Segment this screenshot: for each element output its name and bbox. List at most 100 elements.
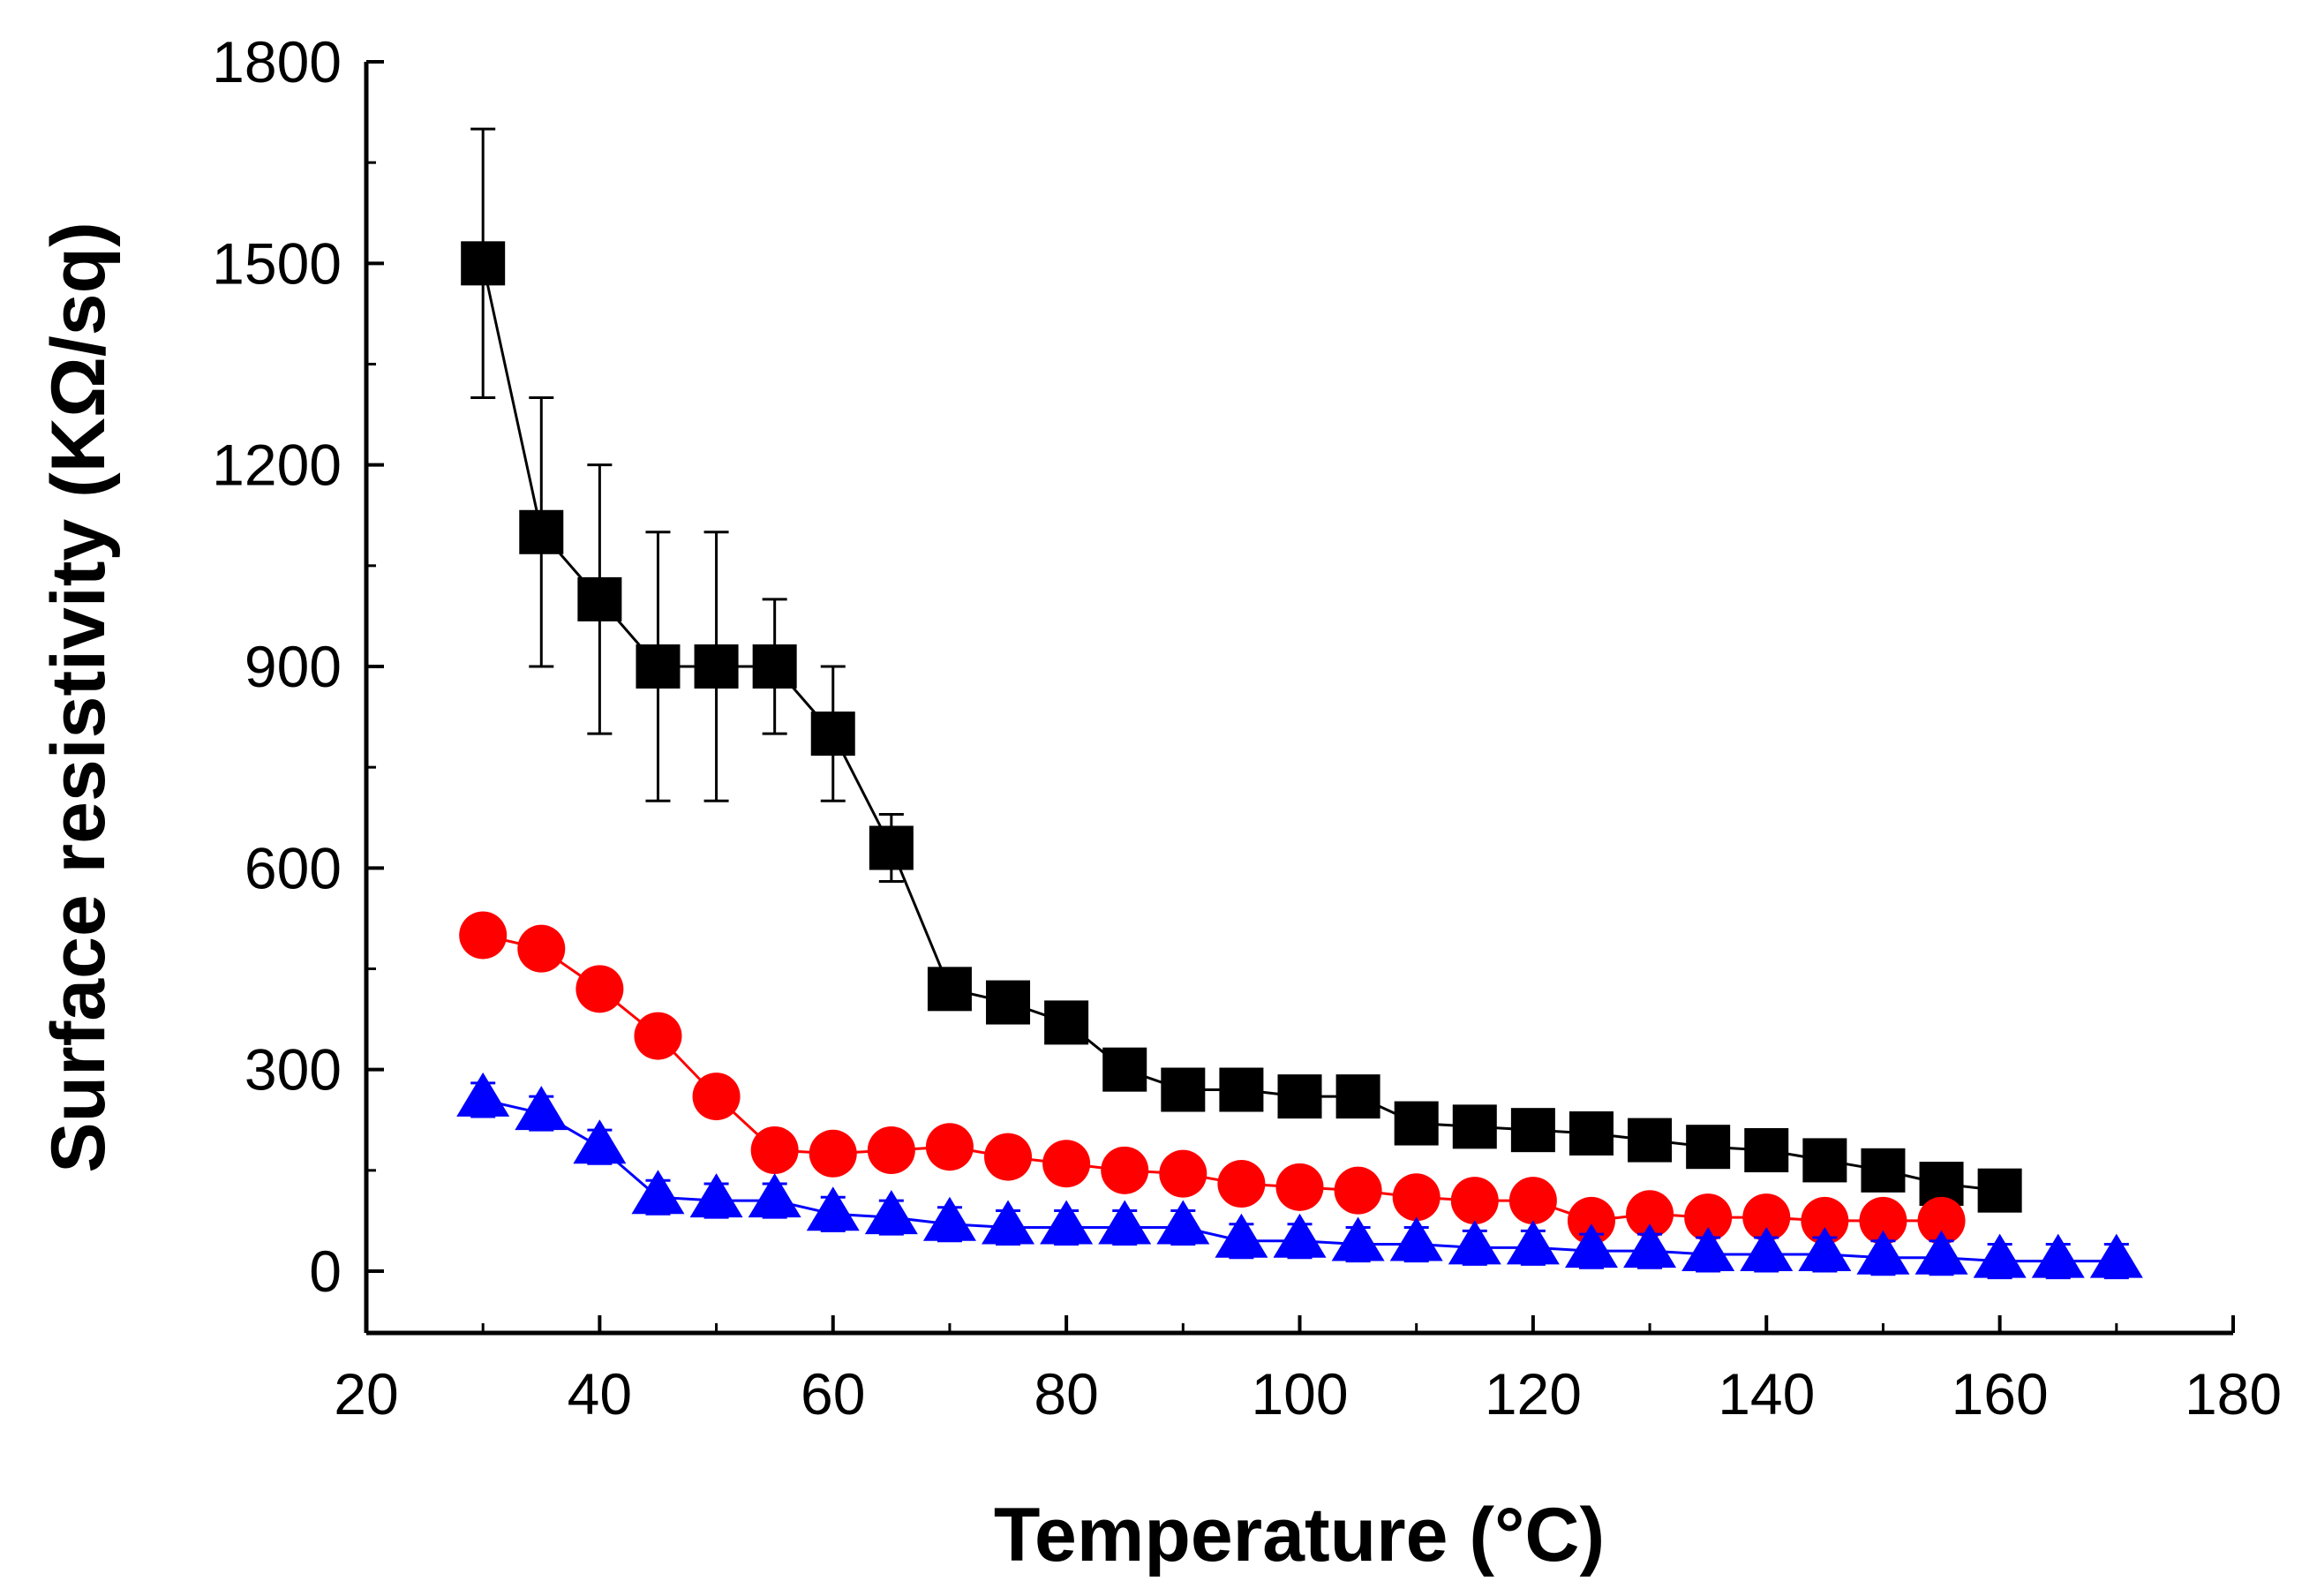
data-point-square (1686, 1125, 1731, 1170)
data-point-triangle (1040, 1200, 1094, 1245)
data-point-circle (1859, 1196, 1907, 1245)
data-point-circle (984, 1133, 1033, 1181)
data-point-circle (692, 1073, 741, 1121)
data-point-square (1628, 1118, 1673, 1163)
series-square (461, 127, 2022, 1213)
data-point-circle (517, 924, 566, 973)
data-point-circle (1275, 1163, 1324, 1211)
data-point-triangle (1331, 1216, 1385, 1261)
data-point-circle (1217, 1160, 1266, 1208)
data-point-triangle (1856, 1230, 1910, 1275)
data-point-square (810, 711, 855, 757)
data-point-circle (1392, 1173, 1441, 1222)
x-tick-label: 80 (1034, 1361, 1098, 1427)
data-point-circle (867, 1126, 915, 1174)
data-point-triangle (1623, 1223, 1677, 1269)
x-tick-label: 160 (1952, 1361, 2049, 1427)
data-point-triangle (1448, 1220, 1501, 1265)
series-circle (459, 911, 1966, 1245)
data-point-square (1335, 1074, 1380, 1119)
data-point-square (1452, 1104, 1497, 1149)
data-point-circle (925, 1123, 974, 1171)
data-point-circle (459, 911, 508, 960)
data-point-triangle (1564, 1223, 1618, 1269)
data-point-circle (1684, 1193, 1733, 1242)
data-point-square (869, 825, 914, 870)
data-point-triangle (1156, 1200, 1210, 1245)
data-point-triangle (2031, 1233, 2085, 1278)
data-point-circle (1508, 1177, 1557, 1225)
data-point-circle (575, 965, 624, 1013)
data-point-triangle (1506, 1220, 1560, 1265)
y-ticks: 0 300 600 900 1200 1500 1800 (212, 29, 384, 1304)
y-tick-label: 300 (244, 1037, 342, 1103)
y-tick-label: 600 (244, 835, 342, 900)
data-point-circle (634, 1012, 682, 1060)
plot-frame (364, 62, 2233, 1336)
data-point-square (1277, 1074, 1322, 1119)
data-point-triangle (456, 1072, 510, 1117)
data-point-square (1102, 1047, 1147, 1092)
data-point-triangle (982, 1200, 1035, 1245)
data-point-circle (1917, 1196, 1966, 1245)
x-tick-label: 180 (2185, 1361, 2282, 1427)
x-ticks: 20 40 60 80 100 120 140 160 180 (334, 1315, 2282, 1427)
y-axis-title: Surface resistivity (KΩ/sq) (36, 222, 121, 1172)
data-point-circle (1101, 1146, 1149, 1194)
data-point-square (752, 644, 797, 689)
data-point-circle (1334, 1166, 1382, 1215)
data-point-triangle (1973, 1233, 2027, 1278)
data-point-triangle (1915, 1230, 1968, 1275)
data-point-triangle (1273, 1213, 1327, 1258)
data-point-triangle (2089, 1233, 2143, 1278)
data-point-triangle (1681, 1226, 1735, 1271)
data-point-square (1568, 1110, 1614, 1156)
data-point-square (461, 241, 506, 286)
data-point-circle (1567, 1196, 1615, 1245)
data-point-square (1044, 1000, 1089, 1045)
data-point-square (986, 980, 1031, 1025)
data-point-square (519, 509, 564, 554)
data-point-square (1161, 1067, 1206, 1112)
data-point-triangle (922, 1196, 976, 1241)
data-point-triangle (515, 1086, 568, 1131)
y-tick-label: 900 (244, 634, 342, 699)
x-tick-label: 140 (1718, 1361, 1815, 1427)
data-point-triangle (1740, 1226, 1794, 1271)
x-tick-label: 100 (1251, 1361, 1348, 1427)
x-tick-label: 60 (801, 1361, 865, 1427)
data-point-triangle (573, 1119, 627, 1164)
y-tick-label: 1500 (212, 230, 342, 296)
data-point-circle (1742, 1193, 1791, 1242)
data-point-square (1802, 1138, 1847, 1183)
series-square-line (481, 263, 2000, 1193)
data-point-square (1219, 1067, 1264, 1112)
series-triangle (456, 1072, 2143, 1280)
data-point-triangle (1098, 1200, 1152, 1245)
data-point-circle (1626, 1190, 1674, 1238)
data-point-circle (1159, 1149, 1207, 1198)
data-point-square (927, 967, 972, 1012)
data-point-square (694, 644, 739, 689)
series-layer (456, 127, 2143, 1280)
data-point-triangle (631, 1170, 685, 1215)
x-axis-title: Temperature (°C) (994, 1493, 1605, 1577)
data-point-triangle (1389, 1216, 1443, 1261)
data-point-triangle (864, 1190, 918, 1235)
y-tick-label: 1800 (212, 29, 342, 94)
data-point-circle (809, 1129, 857, 1178)
data-point-triangle (689, 1173, 743, 1218)
data-point-square (1394, 1101, 1439, 1146)
data-point-square (1861, 1148, 1906, 1193)
data-point-square (577, 576, 622, 621)
x-tick-label: 120 (1485, 1361, 1582, 1427)
data-point-square (1510, 1108, 1555, 1153)
data-point-triangle (806, 1186, 860, 1231)
data-point-circle (1801, 1196, 1849, 1245)
x-tick-label: 40 (568, 1361, 632, 1427)
data-point-circle (1042, 1140, 1091, 1188)
y-tick-label: 1200 (212, 433, 342, 498)
data-point-circle (750, 1126, 799, 1174)
data-point-triangle (1798, 1226, 1852, 1271)
